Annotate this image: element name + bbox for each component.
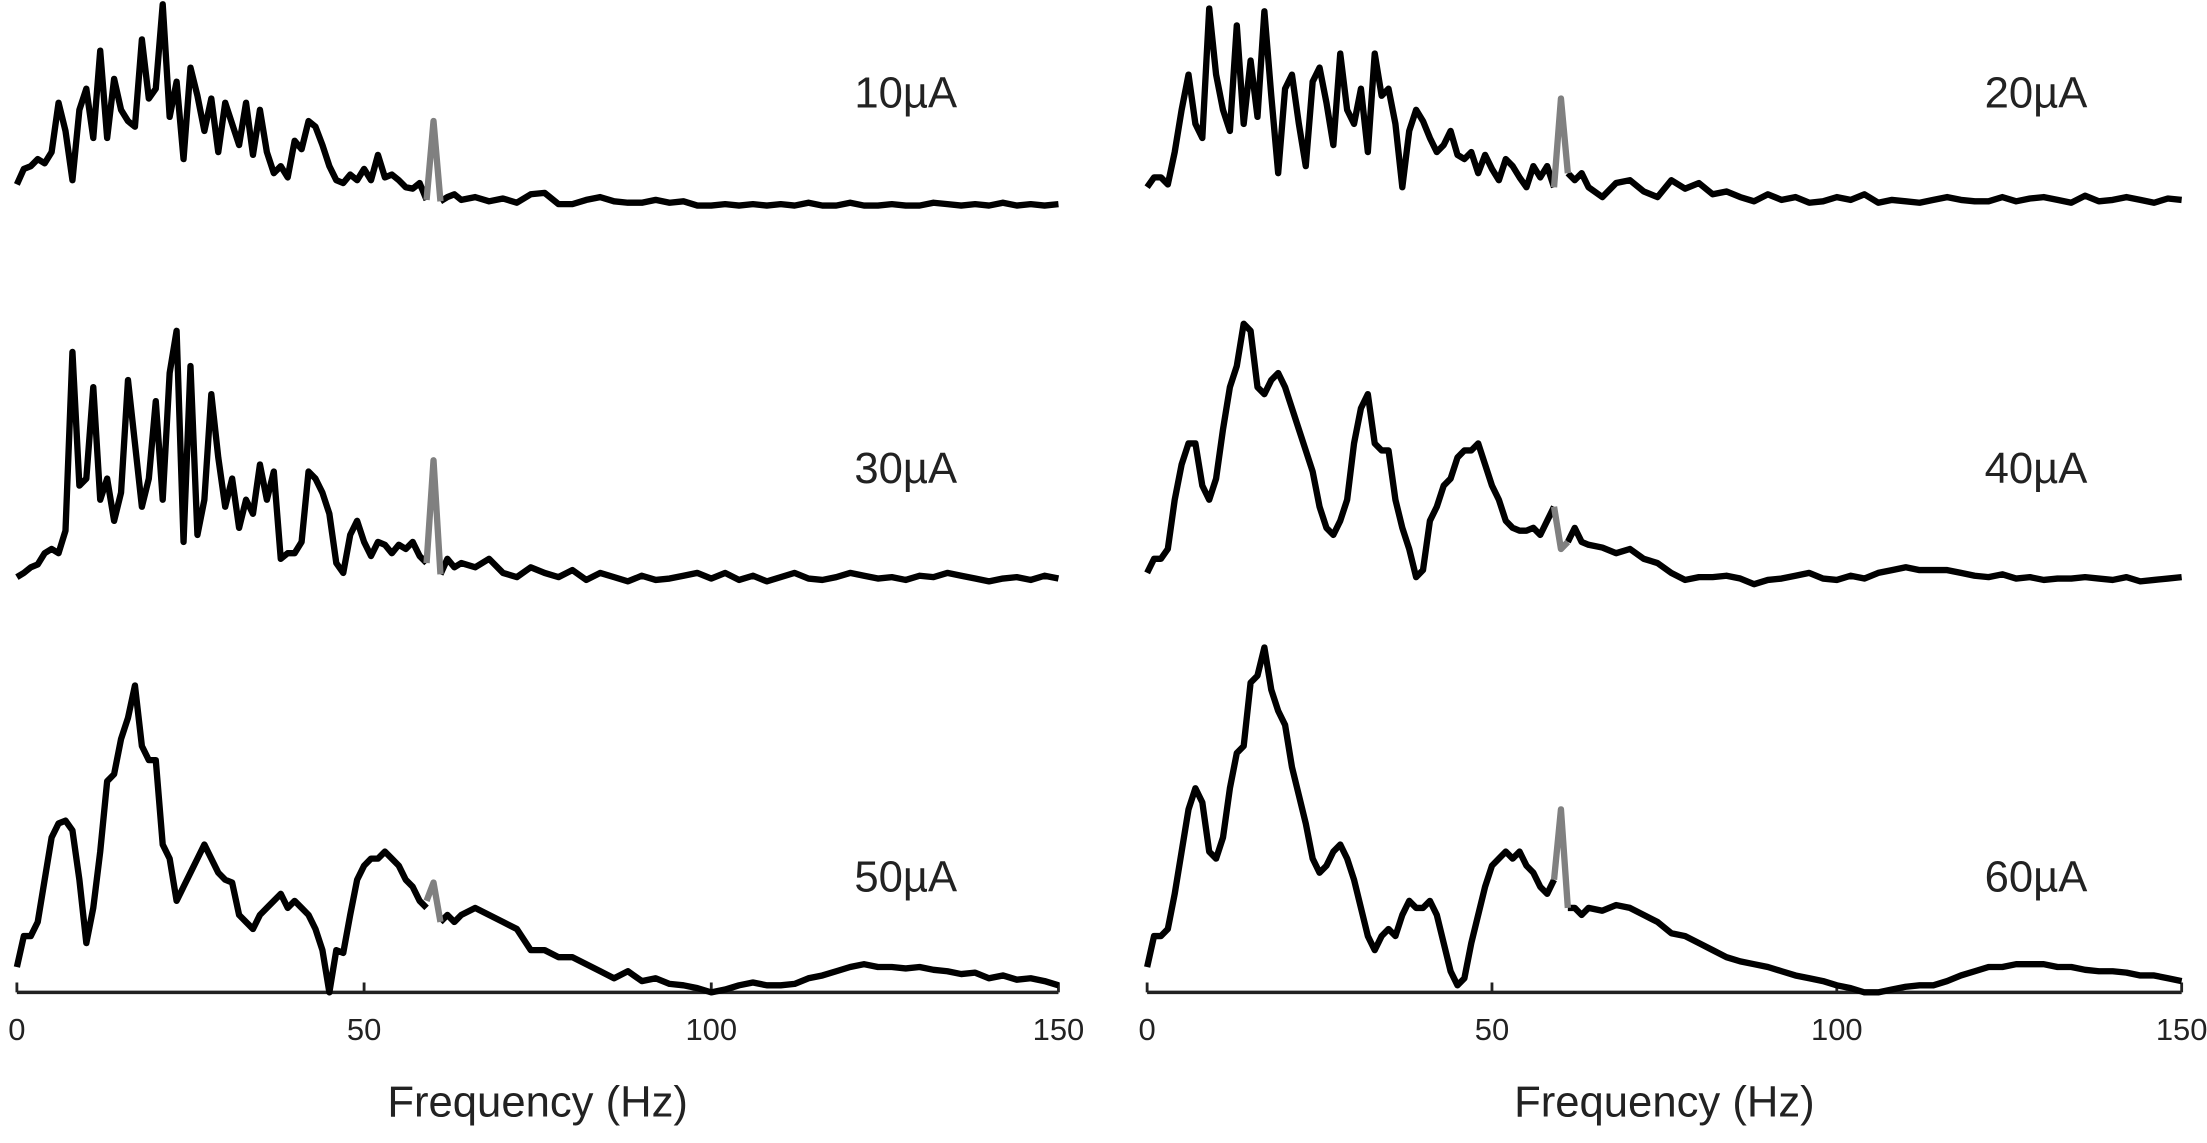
x-tick-label: 100 (1811, 1012, 1863, 1047)
x-axis-label: Frequency (Hz) (387, 1078, 688, 1126)
x-axis-label: Frequency (Hz) (1514, 1078, 1815, 1126)
panel-label: 40µA (1985, 445, 2089, 493)
panel-label: 20µA (1985, 69, 2089, 117)
x-tick-label: 50 (347, 1012, 381, 1047)
spectrum-line (1550, 95, 1571, 188)
x-tick-label: 150 (1033, 1012, 1085, 1047)
spectrum-line (423, 879, 444, 923)
spectrum-line (1144, 5, 2182, 206)
x-tick-label: 0 (1139, 1012, 1156, 1047)
spectrum-line (1550, 806, 1572, 909)
panel-label: 30µA (854, 445, 958, 493)
spectrum-line (15, 327, 1060, 585)
x-tick-label: 150 (2156, 1012, 2207, 1047)
panel-label: 10µA (854, 69, 958, 117)
spectrum-line (1144, 644, 2183, 996)
spectrum-line (423, 457, 444, 575)
panel-label: 60µA (1985, 853, 2089, 901)
spectrum-line (423, 117, 444, 202)
x-tick-label: 100 (685, 1012, 737, 1047)
x-tick-label: 0 (8, 1012, 25, 1047)
x-tick-label: 50 (1475, 1012, 1509, 1047)
spectrum-line (1144, 320, 2182, 588)
spectrum-line (13, 682, 1060, 996)
spectrum-line (1550, 506, 1571, 553)
spectrum-line (14, 1, 1059, 209)
panel-label: 50µA (854, 853, 958, 901)
